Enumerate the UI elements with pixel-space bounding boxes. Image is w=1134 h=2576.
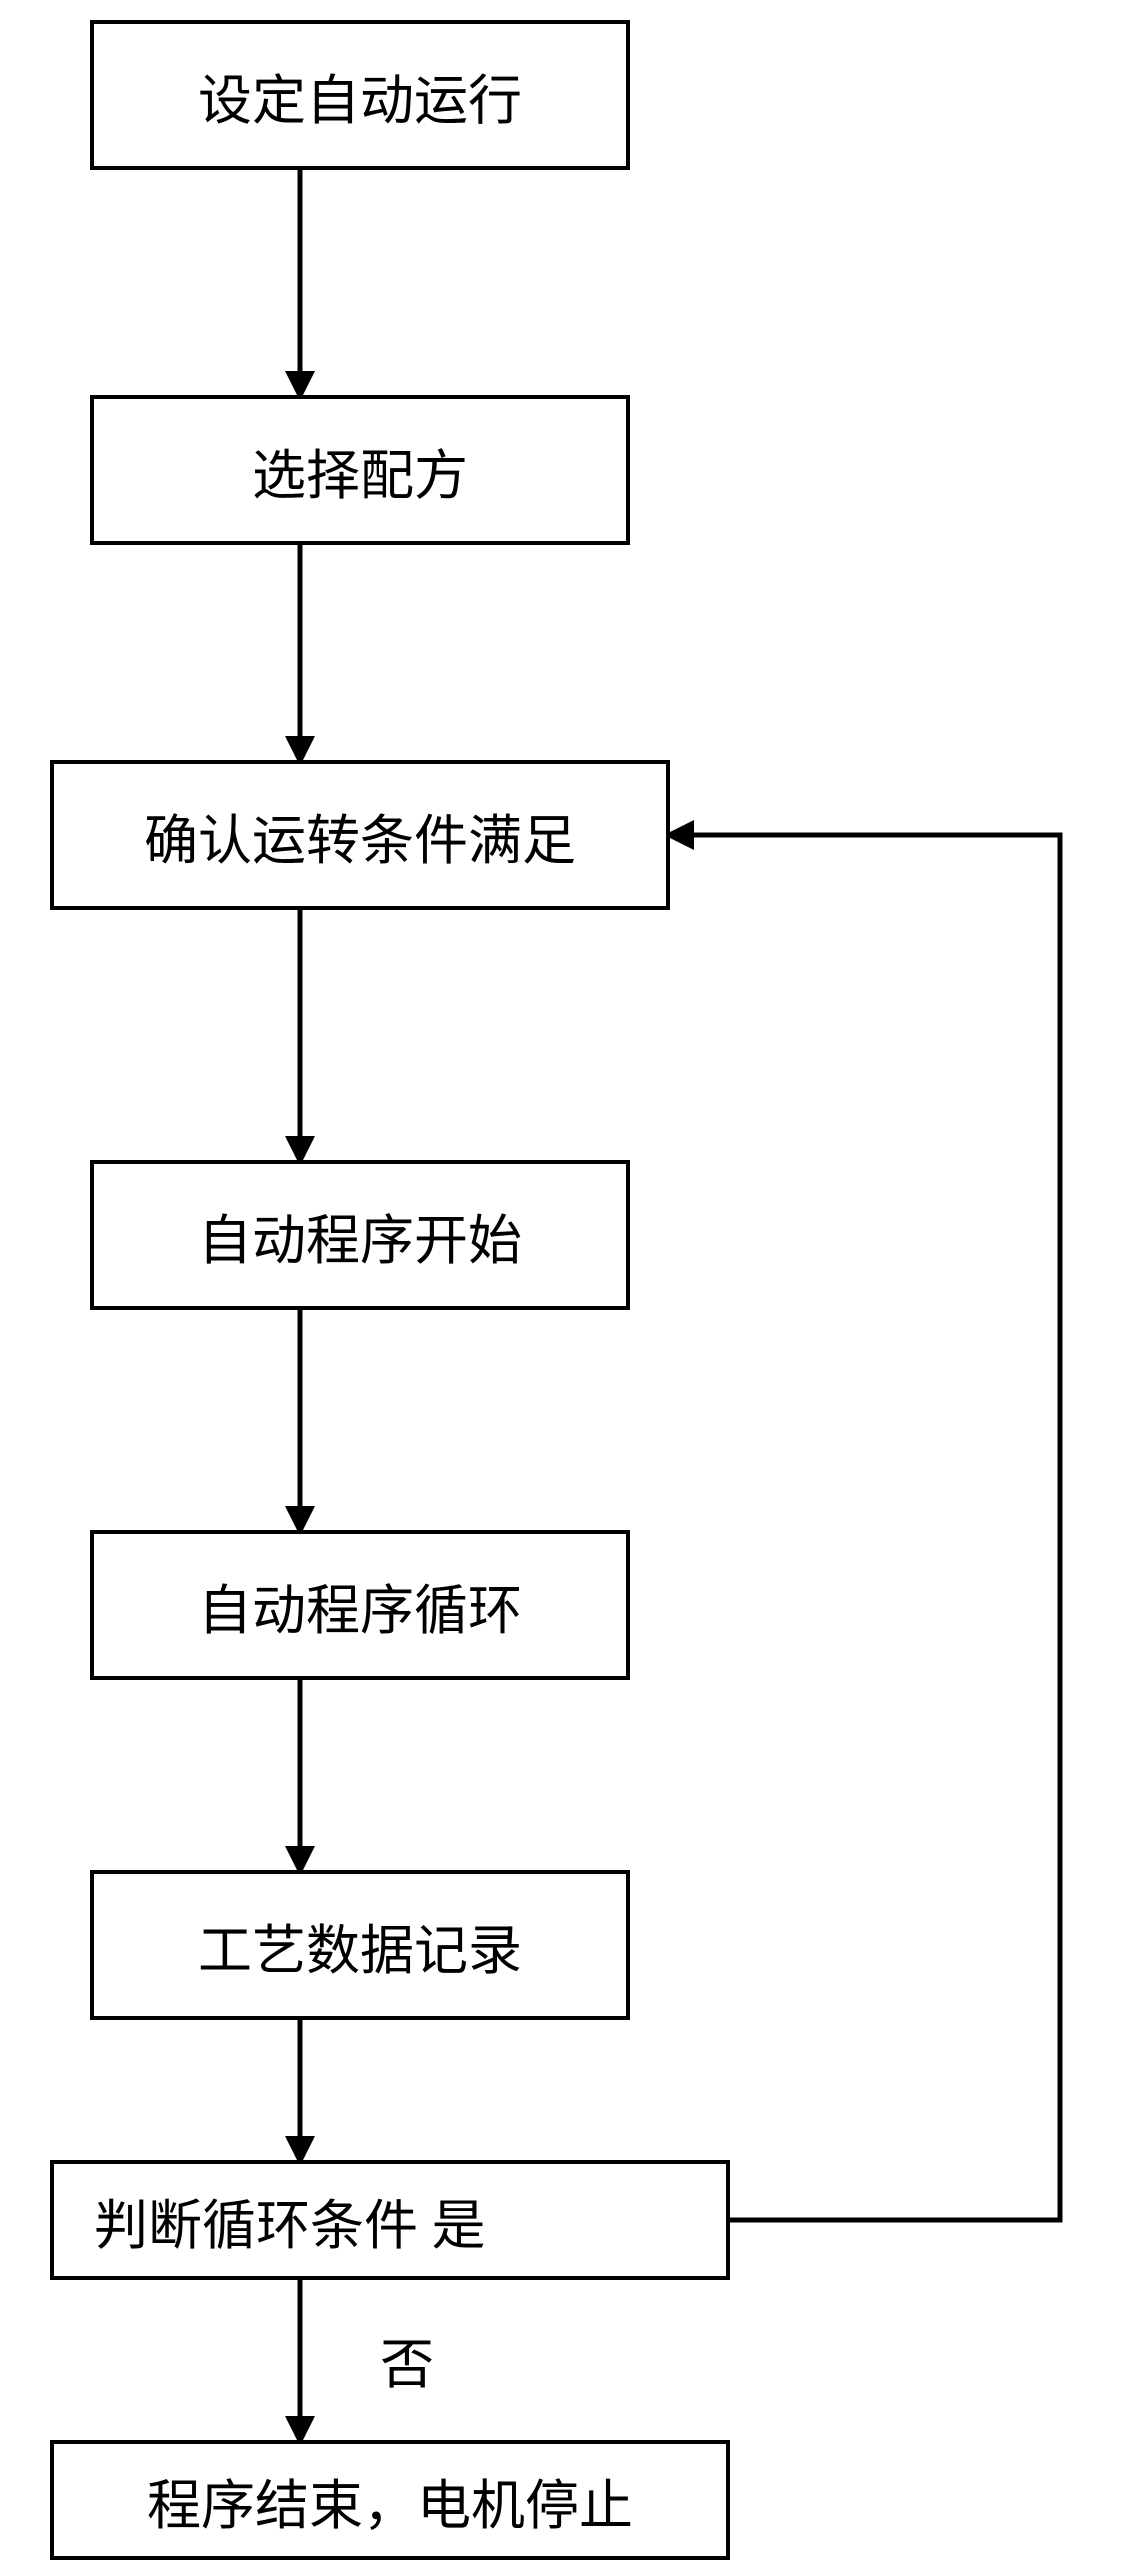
flow-node-n2: 选择配方 <box>90 395 630 545</box>
flow-node-n5: 自动程序循环 <box>90 1530 630 1680</box>
flow-node-n1: 设定自动运行 <box>90 20 630 170</box>
edge-n7-n3 <box>670 835 1060 2220</box>
flow-node-n8: 程序结束，电机停止 <box>50 2440 730 2560</box>
flow-node-n7: 判断循环条件 是 <box>50 2160 730 2280</box>
flow-node-n6: 工艺数据记录 <box>90 1870 630 2020</box>
flow-node-n4: 自动程序开始 <box>90 1160 630 1310</box>
flow-node-n3: 确认运转条件满足 <box>50 760 670 910</box>
edge-label-n7-n8: 否 <box>380 2320 434 2399</box>
flowchart-canvas: 设定自动运行选择配方确认运转条件满足自动程序开始自动程序循环工艺数据记录判断循环… <box>0 0 1134 2576</box>
